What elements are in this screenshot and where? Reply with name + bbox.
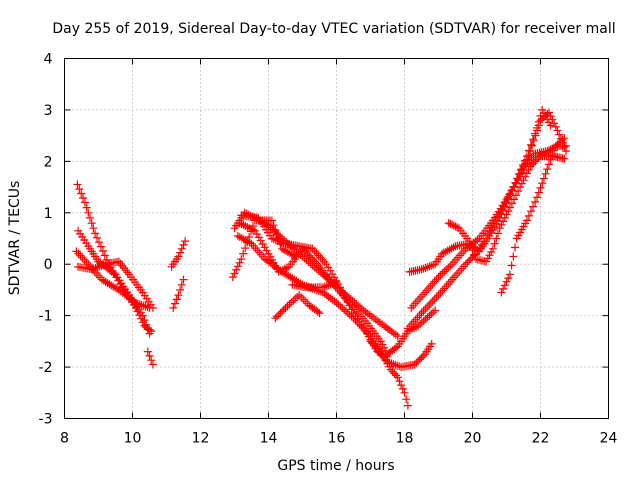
series-trace-d: [74, 257, 157, 312]
series-trace-c: [72, 247, 154, 312]
series-trace-h: [230, 208, 402, 341]
plus-marks: [403, 105, 555, 333]
series-trace-e: [143, 347, 157, 369]
x-tick-label: 16: [328, 431, 346, 447]
plus-marks: [167, 237, 190, 271]
plus-marks: [366, 337, 436, 372]
data-series: [72, 105, 570, 410]
y-axis-label: SDTVAR / TECUs: [7, 181, 23, 296]
plus-marks: [288, 278, 341, 292]
y-tick-label: 1: [44, 206, 53, 222]
series-trace-r: [405, 141, 570, 276]
y-tick-labels: -3 -2 -1 0 1 2 3 4: [39, 52, 53, 428]
series-trace-q: [403, 105, 555, 333]
y-tick-label: 3: [44, 103, 53, 119]
x-axis-label: GPS time / hours: [277, 458, 394, 474]
series-trace-n: [288, 278, 341, 292]
plus-marks: [143, 347, 157, 369]
chart-title: Day 255 of 2019, Sidereal Day-to-day VTE…: [52, 21, 615, 37]
series-trace-f: [169, 275, 188, 312]
plus-marks: [74, 257, 157, 312]
x-tick-label: 18: [396, 431, 414, 447]
y-tick-label: 4: [44, 52, 53, 68]
plus-marks: [72, 247, 154, 312]
series-trace-l: [228, 216, 300, 282]
plus-marks: [405, 141, 570, 276]
plus-marks: [407, 108, 570, 312]
plus-marks: [497, 134, 569, 297]
plus-marks: [169, 275, 188, 312]
axis-ticks: [64, 58, 609, 419]
y-tick-label: 0: [44, 257, 53, 273]
y-tick-label: -3: [39, 412, 53, 428]
x-tick-label: 8: [60, 431, 69, 447]
x-tick-label: 20: [464, 431, 482, 447]
y-tick-label: -2: [39, 360, 53, 376]
series-trace-g: [167, 237, 190, 271]
plus-marks: [228, 216, 300, 282]
x-tick-label: 22: [532, 431, 550, 447]
grid-lines: [64, 58, 609, 419]
series-trace-p: [407, 108, 570, 312]
x-tick-label: 12: [192, 431, 210, 447]
x-tick-label: 10: [124, 431, 142, 447]
x-tick-labels: 8 10 12 14 16 18 20 22 24: [60, 431, 617, 447]
series-trace-t: [497, 134, 569, 297]
y-tick-label: -1: [39, 309, 53, 325]
x-tick-label: 14: [260, 431, 278, 447]
series-trace-j: [235, 219, 440, 359]
series-trace-m: [271, 291, 324, 323]
series-trace-o: [366, 337, 436, 372]
plus-marks: [230, 208, 402, 341]
plus-marks: [271, 291, 324, 323]
y-tick-label: 2: [44, 154, 53, 170]
plus-marks: [235, 219, 440, 359]
x-tick-label: 24: [600, 431, 618, 447]
